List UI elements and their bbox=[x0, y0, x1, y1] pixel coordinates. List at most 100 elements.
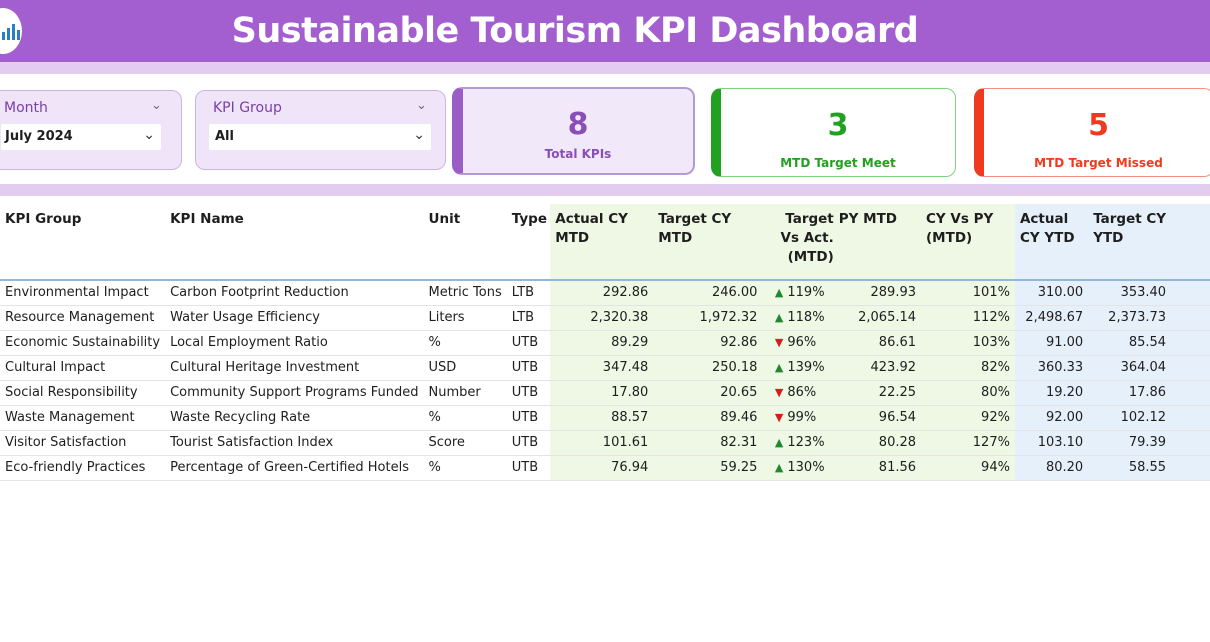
cell-unit: Score bbox=[423, 430, 507, 456]
cell-target-vs-act: 130% bbox=[787, 455, 834, 481]
cell-kpi-group: Economic Sustainability bbox=[0, 330, 166, 356]
total-kpis-value: 8 bbox=[567, 107, 589, 142]
month-label: Month bbox=[4, 100, 48, 116]
cell-kpi-name: Water Usage Efficiency bbox=[165, 305, 424, 331]
cell-kpi-name: Community Support Programs Funded bbox=[165, 380, 424, 406]
table-row[interactable]: Resource Management Water Usage Efficien… bbox=[0, 305, 1210, 331]
total-kpis-label: Total KPIs bbox=[544, 147, 612, 161]
table-row[interactable]: Eco-friendly Practices Percentage of Gre… bbox=[0, 455, 1210, 481]
cell-actual-cy-ytd: 2,498.67 bbox=[1014, 305, 1089, 331]
cell-cy-vs-py: 80% bbox=[921, 380, 1015, 406]
table-row[interactable]: Waste Management Waste Recycling Rate % … bbox=[0, 405, 1210, 431]
cell-actual-cy-mtd: 89.29 bbox=[550, 330, 654, 356]
logo-icon bbox=[0, 8, 22, 54]
kpi-group-dropdown[interactable]: All ⌄ bbox=[209, 124, 431, 150]
cell-kpi-group: Social Responsibility bbox=[0, 380, 166, 406]
cell-py-mtd: 81.56 bbox=[833, 455, 922, 481]
cell-actual-cy-mtd: 101.61 bbox=[550, 430, 654, 456]
cell-target-cy-ytd: 85.54 bbox=[1088, 330, 1172, 356]
cell-kpi-group: Environmental Impact bbox=[0, 280, 166, 306]
col-actual-cy-ytd[interactable]: Actual CY YTD bbox=[1014, 204, 1089, 281]
col-target-cy-ytd[interactable]: Target CY YTD bbox=[1088, 204, 1172, 281]
cell-overflow bbox=[1171, 330, 1210, 356]
col-target-cy-mtd[interactable]: Target CY MTD bbox=[653, 204, 763, 281]
cell-actual-cy-ytd: 92.00 bbox=[1014, 405, 1089, 431]
cell-cy-vs-py: 103% bbox=[921, 330, 1015, 356]
divider bbox=[0, 62, 1210, 74]
cell-overflow bbox=[1171, 405, 1210, 431]
trend-arrow-icon: ▲ bbox=[762, 305, 788, 331]
cell-target-vs-act: 123% bbox=[787, 430, 834, 456]
page-title: Sustainable Tourism KPI Dashboard bbox=[231, 11, 919, 51]
cell-cy-vs-py: 82% bbox=[921, 355, 1015, 381]
trend-arrow-icon: ▲ bbox=[762, 455, 788, 481]
col-target-vs-act[interactable]: Target Vs Act. (MTD) bbox=[762, 204, 834, 281]
table-header-row: KPI Group KPI Name Unit Type Actual CY M… bbox=[0, 204, 1210, 281]
col-py-mtd[interactable]: PY MTD bbox=[833, 204, 922, 281]
cell-overflow bbox=[1171, 355, 1210, 381]
month-dropdown[interactable]: July 2024 ⌄ bbox=[1, 124, 161, 150]
cell-cy-vs-py: 101% bbox=[921, 280, 1015, 306]
cell-unit: Number bbox=[423, 380, 507, 406]
cell-type: UTB bbox=[506, 430, 551, 456]
cell-target-cy-ytd: 2,373.73 bbox=[1088, 305, 1172, 331]
mtd-target-meet-label: MTD Target Meet bbox=[780, 156, 896, 170]
cell-cy-vs-py: 127% bbox=[921, 430, 1015, 456]
cell-kpi-group: Resource Management bbox=[0, 305, 166, 331]
cell-cy-vs-py: 112% bbox=[921, 305, 1015, 331]
trend-arrow-icon: ▼ bbox=[762, 330, 788, 356]
cell-actual-cy-ytd: 310.00 bbox=[1014, 280, 1089, 306]
cell-kpi-name: Tourist Satisfaction Index bbox=[165, 430, 424, 456]
collapse-icon[interactable]: ⌄ bbox=[416, 98, 427, 113]
cell-target-vs-act: 118% bbox=[787, 305, 834, 331]
chevron-down-icon: ⌄ bbox=[143, 127, 155, 143]
cell-cy-vs-py: 92% bbox=[921, 405, 1015, 431]
cell-target-vs-act: 99% bbox=[787, 405, 834, 431]
chevron-down-icon: ⌄ bbox=[413, 127, 425, 143]
cell-target-cy-ytd: 79.39 bbox=[1088, 430, 1172, 456]
trend-arrow-icon: ▲ bbox=[762, 355, 788, 381]
cell-kpi-group: Waste Management bbox=[0, 405, 166, 431]
kpi-table: KPI Group KPI Name Unit Type Actual CY M… bbox=[0, 204, 1210, 481]
cell-unit: % bbox=[423, 405, 507, 431]
cell-kpi-name: Percentage of Green-Certified Hotels bbox=[165, 455, 424, 481]
cell-target-cy-ytd: 58.55 bbox=[1088, 455, 1172, 481]
cell-target-vs-act: 139% bbox=[787, 355, 834, 381]
table-row[interactable]: Visitor Satisfaction Tourist Satisfactio… bbox=[0, 430, 1210, 456]
cell-actual-cy-ytd: 103.10 bbox=[1014, 430, 1089, 456]
divider bbox=[0, 184, 1210, 196]
trend-arrow-icon: ▲ bbox=[762, 280, 788, 306]
table-row[interactable]: Economic Sustainability Local Employment… bbox=[0, 330, 1210, 356]
cell-py-mtd: 80.28 bbox=[833, 430, 922, 456]
cell-target-vs-act: 119% bbox=[787, 280, 834, 306]
col-overflow bbox=[1171, 204, 1210, 281]
col-actual-cy-mtd[interactable]: Actual CY MTD bbox=[550, 204, 654, 281]
col-kpi-name[interactable]: KPI Name bbox=[165, 204, 424, 281]
cell-py-mtd: 423.92 bbox=[833, 355, 922, 381]
cell-actual-cy-mtd: 76.94 bbox=[550, 455, 654, 481]
table-row[interactable]: Environmental Impact Carbon Footprint Re… bbox=[0, 280, 1210, 306]
kpi-group-label: KPI Group bbox=[213, 100, 282, 116]
cell-target-cy-ytd: 102.12 bbox=[1088, 405, 1172, 431]
cell-overflow bbox=[1171, 430, 1210, 456]
cell-actual-cy-mtd: 292.86 bbox=[550, 280, 654, 306]
table-row[interactable]: Cultural Impact Cultural Heritage Invest… bbox=[0, 355, 1210, 381]
cell-target-vs-act: 96% bbox=[787, 330, 834, 356]
col-type[interactable]: Type bbox=[506, 204, 551, 281]
collapse-icon[interactable]: ⌄ bbox=[151, 98, 162, 113]
cell-py-mtd: 2,065.14 bbox=[833, 305, 922, 331]
cell-type: UTB bbox=[506, 330, 551, 356]
cell-actual-cy-mtd: 17.80 bbox=[550, 380, 654, 406]
table-row[interactable]: Social Responsibility Community Support … bbox=[0, 380, 1210, 406]
cell-actual-cy-mtd: 347.48 bbox=[550, 355, 654, 381]
cell-target-cy-mtd: 59.25 bbox=[653, 455, 763, 481]
cell-type: UTB bbox=[506, 380, 551, 406]
col-unit[interactable]: Unit bbox=[423, 204, 507, 281]
mtd-target-meet-card: 3 MTD Target Meet bbox=[711, 88, 956, 177]
col-kpi-group[interactable]: KPI Group bbox=[0, 204, 166, 281]
cell-kpi-name: Waste Recycling Rate bbox=[165, 405, 424, 431]
cell-unit: % bbox=[423, 455, 507, 481]
cell-type: LTB bbox=[506, 280, 551, 306]
col-cy-vs-py[interactable]: CY Vs PY (MTD) bbox=[921, 204, 1015, 281]
